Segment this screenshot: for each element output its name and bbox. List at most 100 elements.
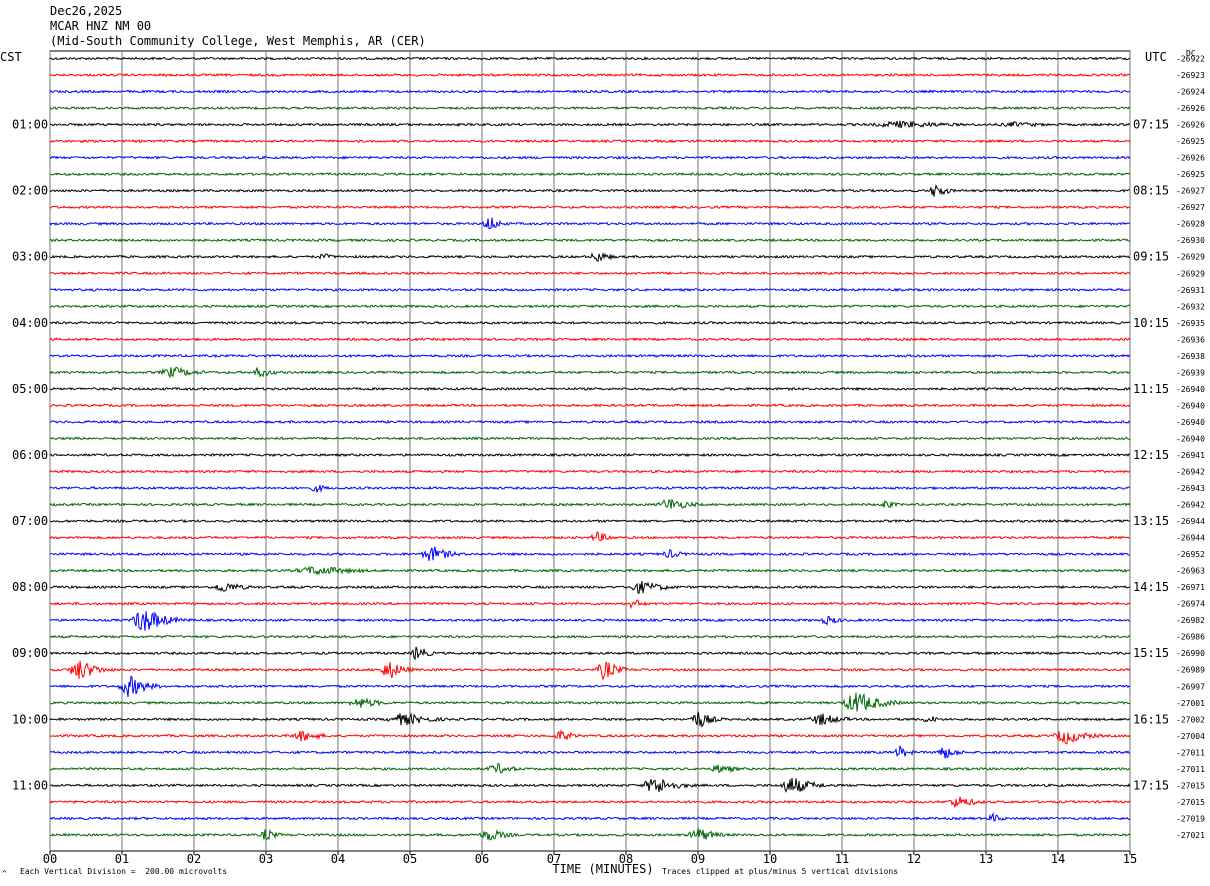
seismic-trace-line: [49, 105, 1131, 111]
dc-offset-value: -27015: [1176, 798, 1205, 807]
seismic-trace-line: [49, 646, 1131, 661]
x-tick-label: 12: [907, 852, 921, 866]
record-date: Dec26,2025: [50, 4, 123, 18]
dc-offset-value: -26929: [1176, 269, 1205, 278]
seismic-trace-line: [49, 811, 1131, 822]
seismic-trace-line: [49, 711, 1131, 728]
dc-offset-value: -27004: [1176, 732, 1205, 741]
dc-offset-value: -26940: [1176, 418, 1205, 427]
seismic-trace-line: [49, 320, 1131, 325]
utc-hour-label: 16:15: [1133, 712, 1169, 726]
seismic-trace-line: [49, 828, 1131, 841]
dc-offset-value: -26929: [1176, 253, 1205, 262]
dc-offset-value: -27002: [1176, 715, 1205, 724]
seismic-trace-line: [49, 531, 1131, 542]
seismic-trace-line: [49, 56, 1131, 61]
x-tick-label: 10: [763, 852, 777, 866]
seismic-trace-line: [50, 518, 1131, 524]
cst-hour-label: 04:00: [12, 316, 48, 330]
utc-hour-label: 15:15: [1133, 646, 1169, 660]
seismic-trace-line: [49, 675, 1131, 698]
timezone-label-left: CST: [0, 50, 22, 64]
dc-offset-value: -26941: [1176, 451, 1205, 460]
x-tick-label: 14: [1051, 852, 1065, 866]
dc-offset-value: -27011: [1176, 748, 1205, 757]
timezone-label-right: UTC: [1145, 50, 1167, 64]
dc-offset-value: -26928: [1176, 220, 1205, 229]
seismic-trace-line: [49, 183, 1130, 197]
dc-offset-value: -26944: [1176, 534, 1205, 543]
seismic-trace-line: [49, 271, 1131, 276]
dc-offset-value: -26936: [1176, 335, 1205, 344]
seismic-trace-line: [49, 611, 1131, 631]
dc-offset-value: -26939: [1176, 368, 1205, 377]
dc-offset-value: -27011: [1176, 765, 1205, 774]
x-tick-label: 04: [331, 852, 345, 866]
dc-offset-value: -26927: [1176, 187, 1205, 196]
dc-offset-value: -26930: [1176, 236, 1205, 245]
seismic-trace-line: [49, 634, 1131, 639]
seismic-trace-line: [49, 204, 1131, 210]
cst-hour-label: 02:00: [12, 184, 48, 198]
seismic-trace-line: [49, 484, 1131, 493]
seismic-trace-line: [49, 599, 1131, 610]
x-tick-label: 13: [979, 852, 993, 866]
dc-offset-value: -26942: [1176, 468, 1205, 477]
x-tick-label: 05: [403, 852, 417, 866]
seismic-trace-line: [49, 353, 1131, 359]
seismic-trace-line: [49, 763, 1131, 774]
utc-hour-label: 09:15: [1133, 250, 1169, 264]
seismic-trace-line: [49, 796, 1131, 808]
dc-offset-value: -26926: [1176, 104, 1205, 113]
seismic-trace-line: [49, 155, 1131, 160]
seismic-trace-line: [49, 238, 1131, 243]
utc-hour-label: 07:15: [1133, 118, 1169, 132]
seismic-trace-line: [49, 139, 1131, 144]
dc-offset-value: -26927: [1176, 203, 1205, 212]
seismic-trace-line: [49, 692, 1131, 712]
seismic-trace-line: [49, 777, 1131, 793]
dc-offset-value: -26940: [1176, 434, 1205, 443]
dc-offset-value: -26940: [1176, 385, 1205, 394]
dc-offset-value: -26963: [1176, 567, 1205, 576]
x-tick-label: 03: [259, 852, 273, 866]
seismic-trace-line: [49, 304, 1131, 309]
dc-offset-value: -26971: [1176, 583, 1205, 592]
dc-offset-value: -26923: [1176, 71, 1205, 80]
seismic-trace-line: [49, 403, 1131, 408]
corner-mark: ^: [2, 869, 7, 878]
dc-offset-value: -26974: [1176, 600, 1205, 609]
utc-hour-label: 13:15: [1133, 514, 1169, 528]
seismic-trace-line: [49, 419, 1131, 425]
x-tick-label: 07: [547, 852, 561, 866]
dc-offset-value: -26922: [1176, 55, 1205, 64]
dc-offset-value: -26986: [1176, 633, 1205, 642]
seismic-trace-line: [49, 660, 1131, 681]
seismic-trace-line: [49, 287, 1131, 292]
x-tick-label: 08: [619, 852, 633, 866]
seismic-trace-line: [49, 546, 1130, 561]
cst-hour-label: 09:00: [12, 646, 48, 660]
seismic-trace-line: [49, 745, 1131, 759]
utc-hour-label: 17:15: [1133, 778, 1169, 792]
x-tick-label: 02: [187, 852, 201, 866]
dc-offset-value: -26931: [1176, 286, 1205, 295]
dc-offset-value: -26932: [1176, 302, 1205, 311]
plot-frame: [49, 50, 1131, 852]
dc-offset-value: -26926: [1176, 121, 1205, 130]
seismic-trace-line: [49, 728, 1131, 745]
station-location: (Mid-South Community College, West Memph…: [50, 34, 426, 48]
dc-offset-value: -26935: [1176, 319, 1205, 328]
x-tick-label: 06: [475, 852, 489, 866]
seismic-trace-line: [49, 72, 1131, 78]
seismic-trace-line: [49, 120, 1131, 129]
dc-offset-value: -27015: [1176, 781, 1205, 790]
utc-hour-label: 12:15: [1133, 448, 1169, 462]
dc-offset-value: -27019: [1176, 814, 1205, 823]
seismic-trace-line: [49, 581, 1131, 595]
dc-offset-value: -26942: [1176, 501, 1205, 510]
dc-offset-value: -26990: [1176, 649, 1205, 658]
seismic-trace-line: [50, 251, 1131, 263]
utc-hour-label: 14:15: [1133, 580, 1169, 594]
